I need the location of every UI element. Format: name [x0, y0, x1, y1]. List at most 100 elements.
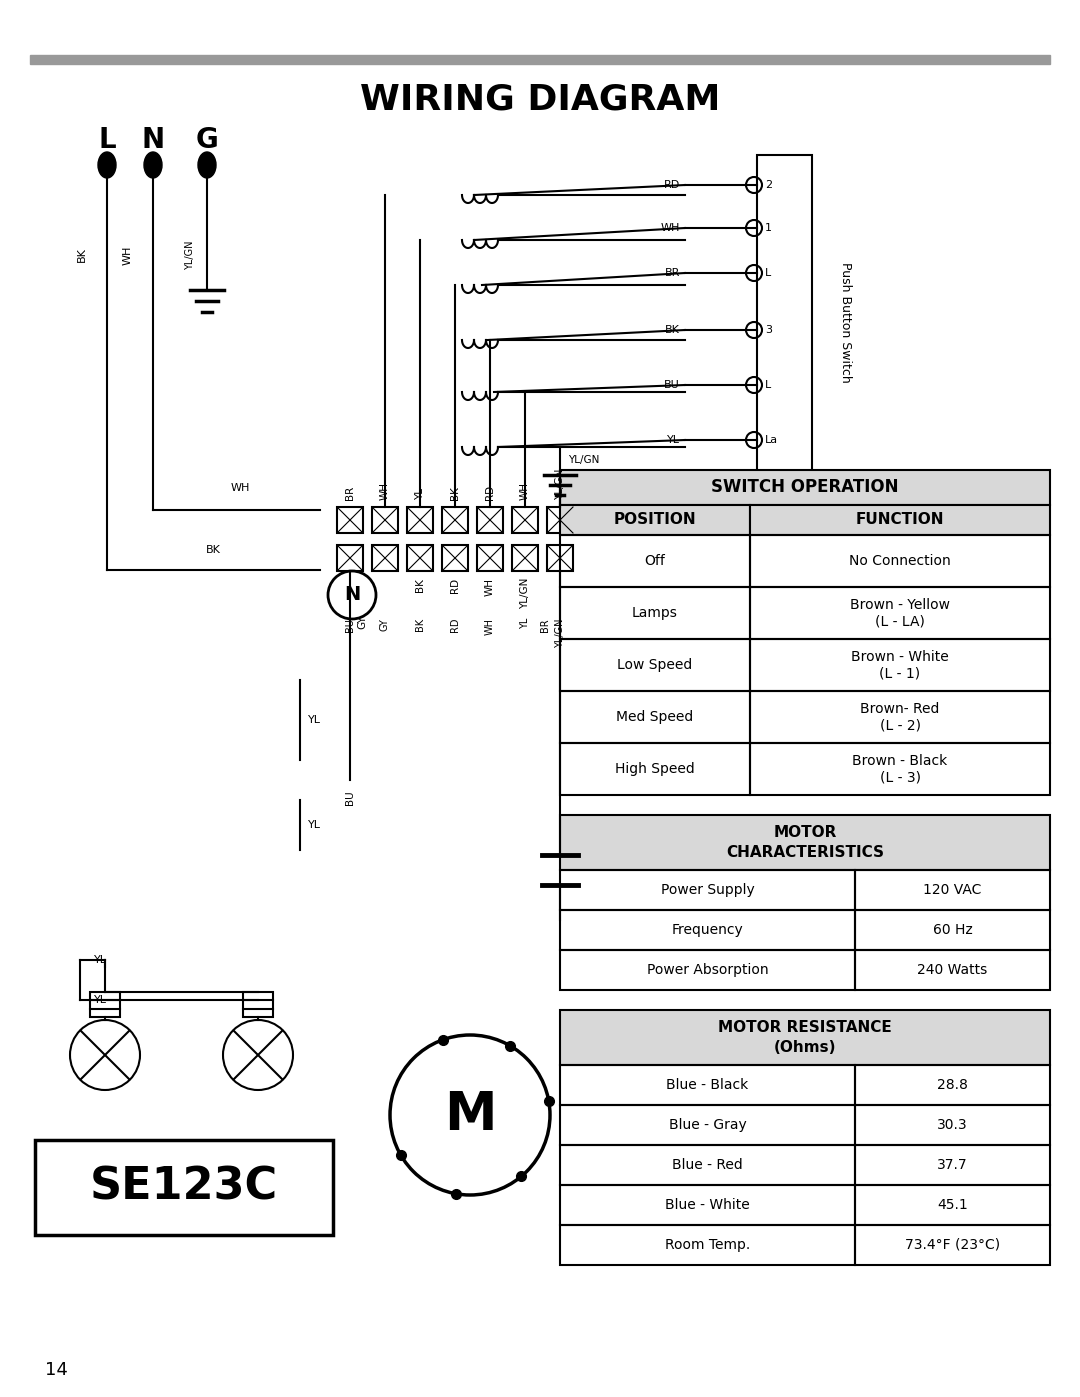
Bar — [855, 1105, 1050, 1146]
Text: Brown - White
(L - 1): Brown - White (L - 1) — [851, 650, 949, 680]
Text: 73.4°F (23°C): 73.4°F (23°C) — [905, 1238, 1000, 1252]
Bar — [855, 909, 1050, 950]
Bar — [561, 1185, 855, 1225]
Bar — [90, 992, 120, 1017]
Text: 60 Hz: 60 Hz — [933, 923, 972, 937]
Text: MOTOR
CHARACTERISTICS: MOTOR CHARACTERISTICS — [726, 826, 885, 861]
Text: WH: WH — [380, 482, 390, 500]
Bar — [561, 638, 750, 692]
Text: BR: BR — [664, 268, 680, 278]
Text: 37.7: 37.7 — [937, 1158, 968, 1172]
Text: YL/GN: YL/GN — [185, 240, 195, 270]
Text: RD: RD — [485, 485, 495, 500]
Bar — [442, 507, 468, 534]
Text: Power Absorption: Power Absorption — [647, 963, 768, 977]
Bar — [855, 1065, 1050, 1105]
Text: Med Speed: Med Speed — [617, 710, 693, 724]
Text: Blue - Black: Blue - Black — [666, 1078, 748, 1092]
Text: 30.3: 30.3 — [937, 1118, 968, 1132]
Text: Blue - Gray: Blue - Gray — [669, 1118, 746, 1132]
Text: 28.8: 28.8 — [937, 1078, 968, 1092]
Text: 1: 1 — [765, 224, 772, 233]
Text: WH: WH — [485, 617, 495, 636]
Bar — [561, 1225, 855, 1266]
Text: RD: RD — [664, 180, 680, 190]
Text: BU: BU — [664, 380, 680, 390]
Bar — [372, 507, 399, 534]
Text: No Connection: No Connection — [849, 555, 950, 569]
Text: WH: WH — [230, 483, 249, 493]
Text: High Speed: High Speed — [616, 761, 694, 775]
Bar — [35, 1140, 333, 1235]
Text: RD: RD — [450, 578, 460, 594]
Text: 14: 14 — [45, 1361, 68, 1379]
Text: BK: BK — [450, 486, 460, 500]
Bar — [561, 950, 855, 990]
Text: BK: BK — [415, 578, 426, 592]
Text: 120 VAC: 120 VAC — [923, 883, 982, 897]
Text: 2: 2 — [765, 180, 772, 190]
Bar — [855, 870, 1050, 909]
Bar — [337, 507, 363, 534]
Text: BK: BK — [77, 247, 87, 263]
Bar — [561, 535, 750, 587]
Text: YL: YL — [308, 820, 321, 830]
Bar — [750, 504, 1050, 535]
Text: YL: YL — [308, 715, 321, 725]
Text: YL: YL — [94, 995, 107, 1004]
Text: L: L — [98, 126, 116, 154]
Ellipse shape — [98, 152, 116, 177]
Ellipse shape — [198, 152, 216, 177]
Text: Brown- Red
(L - 2): Brown- Red (L - 2) — [861, 701, 940, 732]
Text: YL/GN: YL/GN — [555, 468, 565, 500]
Ellipse shape — [144, 152, 162, 177]
Text: Brown - Yellow
(L - LA): Brown - Yellow (L - LA) — [850, 598, 950, 629]
Bar — [561, 909, 855, 950]
Text: Room Temp.: Room Temp. — [665, 1238, 751, 1252]
Text: L: L — [765, 380, 771, 390]
Bar — [407, 507, 433, 534]
Text: YL: YL — [94, 956, 107, 965]
Bar — [750, 587, 1050, 638]
Text: BR: BR — [540, 617, 550, 631]
Bar — [855, 1185, 1050, 1225]
Bar — [372, 545, 399, 571]
Text: SWITCH OPERATION: SWITCH OPERATION — [712, 479, 899, 496]
Bar — [561, 692, 750, 743]
Bar — [243, 992, 273, 1017]
Bar — [855, 1225, 1050, 1266]
Text: YL: YL — [415, 488, 426, 500]
Bar — [855, 1146, 1050, 1185]
Bar — [30, 54, 1050, 64]
Bar — [855, 950, 1050, 990]
Text: N: N — [343, 585, 360, 605]
Text: RD: RD — [450, 617, 460, 633]
Bar — [477, 507, 503, 534]
Text: POSITION: POSITION — [613, 513, 697, 528]
Bar — [337, 545, 363, 571]
Text: G: G — [195, 126, 218, 154]
Text: WIRING DIAGRAM: WIRING DIAGRAM — [360, 82, 720, 117]
Bar — [750, 638, 1050, 692]
Text: BU: BU — [345, 789, 355, 805]
Bar — [512, 507, 538, 534]
Text: BK: BK — [665, 326, 680, 335]
Text: Lamps: Lamps — [632, 606, 678, 620]
Text: BK: BK — [415, 617, 426, 631]
Text: WH: WH — [485, 578, 495, 597]
Text: Push Button Switch: Push Button Switch — [838, 263, 851, 383]
Bar — [561, 1065, 855, 1105]
Text: YL/GN: YL/GN — [519, 578, 530, 609]
Text: M: M — [444, 1090, 496, 1141]
Bar — [561, 469, 1050, 504]
Text: Brown - Black
(L - 3): Brown - Black (L - 3) — [852, 754, 947, 784]
Text: FUNCTION: FUNCTION — [855, 513, 944, 528]
Bar — [750, 692, 1050, 743]
Text: Blue - White: Blue - White — [665, 1199, 750, 1213]
Text: Off: Off — [645, 555, 665, 569]
Bar — [546, 545, 573, 571]
Bar — [750, 535, 1050, 587]
Bar — [512, 545, 538, 571]
Text: YL/GN: YL/GN — [555, 617, 565, 647]
Text: GY: GY — [357, 615, 367, 629]
